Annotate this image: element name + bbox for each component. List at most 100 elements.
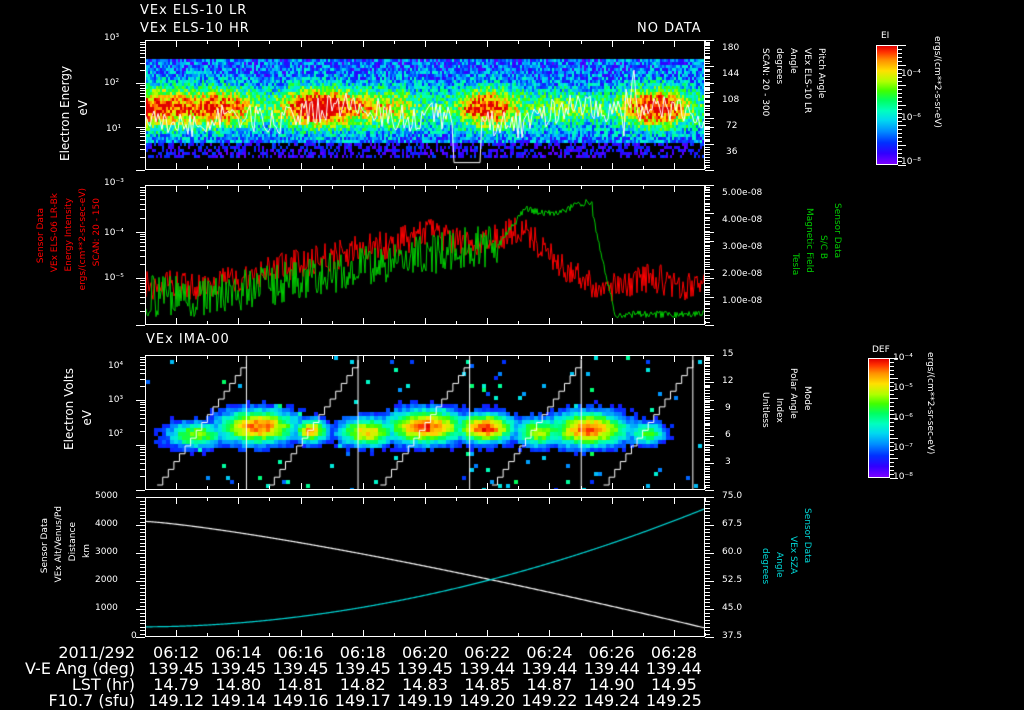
y-tick xyxy=(140,402,145,403)
y-tick xyxy=(705,287,710,288)
y-tick xyxy=(705,602,710,603)
y-tick xyxy=(705,599,710,600)
y-tick xyxy=(140,365,145,366)
y-tick xyxy=(890,434,894,435)
y-tick xyxy=(705,97,710,98)
y-tick xyxy=(705,374,710,375)
panel1-rtick-3: 72 xyxy=(726,121,738,131)
y-tick xyxy=(705,439,710,440)
panel4-line-canvas[interactable] xyxy=(146,498,704,636)
y-tick xyxy=(898,137,902,138)
y-tick xyxy=(705,220,710,221)
y-tick xyxy=(140,373,145,374)
panel4-left-line-1: VEx Alt/Venus/Pd xyxy=(54,506,64,583)
panel2-line-canvas[interactable] xyxy=(146,186,704,324)
y-tick xyxy=(705,479,710,480)
y-tick xyxy=(898,149,902,150)
y-tick xyxy=(136,609,145,610)
y-tick xyxy=(140,63,145,64)
x-tick xyxy=(518,498,519,501)
panel1-rtick-0: 180 xyxy=(722,43,740,53)
y-tick xyxy=(705,417,710,418)
y-tick xyxy=(705,396,710,397)
y-tick xyxy=(140,539,145,540)
y-tick xyxy=(705,532,710,533)
panel2-left-line-0: Sensor Data xyxy=(36,208,46,264)
x-tick xyxy=(643,166,644,169)
y-tick xyxy=(890,414,894,415)
y-tick xyxy=(705,276,710,277)
y-tick xyxy=(140,149,145,150)
panel1-spectrogram-canvas[interactable] xyxy=(146,41,704,169)
panel3-right-line-0: Mode xyxy=(802,386,812,411)
y-tick xyxy=(705,371,710,372)
y-tick xyxy=(705,468,710,469)
cell-f107-3: 149.17 xyxy=(334,691,391,710)
panel1-title-hr: VEx ELS-10 HR xyxy=(140,21,250,36)
x-tick xyxy=(612,163,613,169)
panel3-spectrogram-canvas[interactable] xyxy=(146,356,704,489)
y-tick xyxy=(705,93,710,94)
panel4-rtick-0: 75.0 xyxy=(722,491,743,501)
y-tick xyxy=(705,410,710,411)
y-tick xyxy=(136,83,145,84)
panel3-plot-area[interactable] xyxy=(145,355,705,490)
y-tick xyxy=(136,278,145,279)
x-tick xyxy=(674,163,675,169)
panel2-left-line-4: SCAN: 20 - 150 xyxy=(92,198,102,267)
y-tick xyxy=(705,571,710,572)
colorbar3-label: DEF xyxy=(872,345,890,355)
y-tick xyxy=(705,546,710,547)
cell-ve-ang-8: 139.44 xyxy=(645,659,702,678)
y-tick xyxy=(890,418,898,419)
x-tick xyxy=(612,186,613,192)
y-tick xyxy=(705,43,710,44)
y-tick xyxy=(890,474,894,475)
colorbar1-tick-2: 10⁻⁸ xyxy=(901,157,921,167)
table-row-date: 2011/292 06:12 06:14 06:16 06:18 06:20 0… xyxy=(0,643,1024,662)
y-tick xyxy=(140,592,145,593)
y-tick xyxy=(705,436,714,437)
y-tick xyxy=(705,256,710,257)
y-tick xyxy=(705,404,710,405)
y-tick xyxy=(140,140,145,141)
y-tick xyxy=(140,546,145,547)
y-tick xyxy=(705,196,710,197)
y-tick xyxy=(140,431,145,432)
panel1-plot-area[interactable] xyxy=(145,40,705,170)
y-tick xyxy=(705,187,710,188)
y-tick xyxy=(898,97,902,98)
x-tick xyxy=(425,498,426,504)
y-tick xyxy=(140,630,145,631)
x-tick xyxy=(207,186,208,189)
x-tick xyxy=(145,498,146,501)
x-tick xyxy=(301,186,302,192)
panel4-ytick-5: 0 xyxy=(131,631,137,641)
panel1-rtick-4: 36 xyxy=(726,147,738,157)
y-tick xyxy=(705,45,710,46)
y-tick xyxy=(140,616,145,617)
y-tick xyxy=(705,360,710,361)
x-tick xyxy=(363,498,364,504)
y-tick xyxy=(140,606,145,607)
colorbar1-gradient xyxy=(876,45,898,165)
x-tick xyxy=(145,186,146,189)
y-tick xyxy=(705,289,710,290)
y-tick xyxy=(140,42,145,43)
colorbar3-tick-2: 10⁻⁶ xyxy=(893,413,913,423)
panel2-rtick-3: 2.00e-08 xyxy=(722,269,763,279)
y-tick xyxy=(140,449,145,450)
x-tick xyxy=(238,318,239,324)
y-tick xyxy=(705,224,710,225)
cell-ve-ang-2: 139.45 xyxy=(272,659,329,678)
panel4-plot-area[interactable] xyxy=(145,497,705,637)
x-tick xyxy=(301,356,302,362)
y-tick xyxy=(705,433,710,434)
y-tick xyxy=(898,61,902,62)
y-tick xyxy=(705,564,710,565)
x-tick xyxy=(238,163,239,169)
x-tick xyxy=(363,41,364,47)
y-tick xyxy=(140,47,145,48)
y-tick xyxy=(705,543,710,544)
panel2-plot-area[interactable] xyxy=(145,185,705,325)
